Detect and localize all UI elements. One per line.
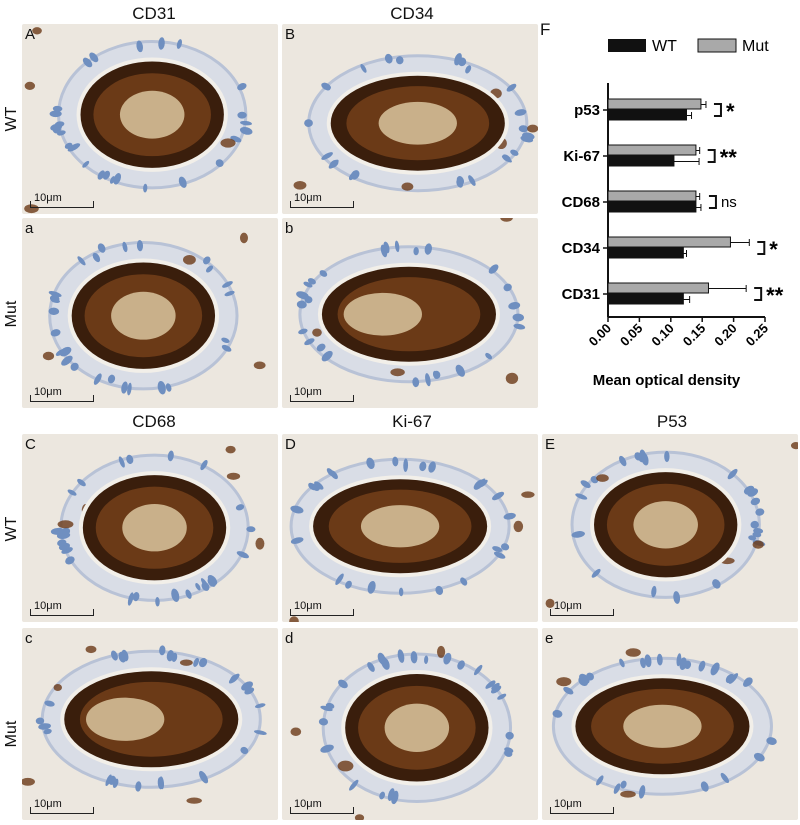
panel-label-c: c xyxy=(25,630,33,647)
row-label-mut: Mut xyxy=(3,300,20,328)
scale-bar xyxy=(30,807,94,814)
panel-label-e: e xyxy=(545,630,554,647)
y-tick-label: p53 xyxy=(574,102,600,119)
scale-bar-label: 10μm xyxy=(294,600,322,612)
significance-marker: * xyxy=(726,99,735,124)
bar-wt xyxy=(607,293,684,305)
scale-bar-label: 10μm xyxy=(554,600,582,612)
micrograph-panel-b: b 10μm xyxy=(282,218,538,408)
x-axis-label: Mean optical density xyxy=(593,372,741,389)
x-tick-label: 0.10 xyxy=(648,321,677,350)
panel-label-B: B xyxy=(285,26,296,43)
row-label-mut: Mut xyxy=(3,720,20,748)
scale-bar-label: 10μm xyxy=(294,192,322,204)
bar-wt xyxy=(607,201,697,213)
panel-label-A: A xyxy=(25,26,36,43)
significance-bracket xyxy=(708,195,717,209)
panel-label-f: F xyxy=(540,20,551,39)
x-tick-label: 0.05 xyxy=(617,321,646,350)
legend-swatch-wt xyxy=(608,39,646,52)
scale-bar-label: 10μm xyxy=(294,386,322,398)
column-title-cd31: CD31 xyxy=(132,4,176,23)
row-label-wt: WT xyxy=(3,106,20,132)
bar-wt xyxy=(607,155,675,167)
scale-bar-label: 10μm xyxy=(294,798,322,810)
micrograph-panel-c: c 10μm xyxy=(22,628,278,820)
y-tick-label: CD31 xyxy=(562,286,600,303)
micrograph-panel-d: d 10μm xyxy=(282,628,538,820)
scale-bar xyxy=(30,201,94,208)
legend-label-wt: WT xyxy=(652,38,677,55)
legend-label-mut: Mut xyxy=(742,38,769,55)
micrograph-panel-C: C 10μm xyxy=(22,434,278,622)
significance-marker: ** xyxy=(766,283,784,308)
bar-wt xyxy=(607,247,684,259)
scale-bar xyxy=(290,395,354,402)
panel-label-d: d xyxy=(285,630,294,647)
legend-swatch-mut xyxy=(697,38,737,53)
scale-bar xyxy=(30,609,94,616)
scale-bar xyxy=(290,201,354,208)
scale-bar-label: 10μm xyxy=(554,798,582,810)
scale-bar xyxy=(550,807,614,814)
scale-bar xyxy=(550,609,614,616)
column-title-cd68: CD68 xyxy=(132,412,176,431)
significance-marker: ns xyxy=(721,194,737,211)
x-tick-label: 0.00 xyxy=(586,321,615,350)
column-title-cd34: CD34 xyxy=(390,4,434,23)
scale-bar-label: 10μm xyxy=(34,798,62,810)
x-tick-label: 0.20 xyxy=(711,321,740,350)
scale-bar-label: 10μm xyxy=(34,600,62,612)
row-label-wt: WT xyxy=(3,516,20,542)
bar-mut xyxy=(607,98,702,110)
bar-mut xyxy=(607,190,697,202)
bar-mut xyxy=(607,282,709,294)
micrograph-panel-B: B 10μm xyxy=(282,24,538,214)
significance-bracket xyxy=(757,241,766,255)
panel-label-C: C xyxy=(25,436,36,453)
significance-bracket xyxy=(754,287,763,301)
significance-bracket xyxy=(713,103,722,117)
scale-bar-label: 10μm xyxy=(34,192,62,204)
column-title-p53: P53 xyxy=(656,412,688,431)
scale-bar-label: 10μm xyxy=(34,386,62,398)
significance-marker: * xyxy=(769,237,778,262)
bar-mut xyxy=(607,144,697,156)
y-tick-label: CD68 xyxy=(562,194,600,211)
significance-marker: ** xyxy=(720,145,738,170)
bar-mut xyxy=(607,236,731,248)
micrograph-panel-e: e 10μm xyxy=(542,628,798,820)
panel-label-D: D xyxy=(285,436,296,453)
bar-wt xyxy=(607,109,687,121)
bar-chart: WT Mut 0.00 0.05 0.10 0.15 0.20 0.25 Mean optica… xyxy=(562,38,784,389)
x-tick-label: 0.15 xyxy=(680,321,709,350)
micrograph-panel-a: a 10μm xyxy=(22,218,278,408)
scale-bar xyxy=(290,807,354,814)
y-tick-label: Ki-67 xyxy=(563,148,600,165)
panel-label-b: b xyxy=(285,220,294,237)
panel-label-E: E xyxy=(545,436,556,453)
y-tick-label: CD34 xyxy=(562,240,601,257)
x-tick-label: 0.25 xyxy=(743,321,772,350)
significance-bracket xyxy=(707,149,716,163)
micrograph-panel-E: E 10μm xyxy=(542,434,798,622)
panel-label-a: a xyxy=(25,220,34,237)
micrograph-panel-A: A 10μm xyxy=(22,24,278,214)
micrograph-panel-D: D 10μm xyxy=(282,434,538,622)
scale-bar xyxy=(290,609,354,616)
scale-bar xyxy=(30,395,94,402)
column-title-ki67: Ki-67 xyxy=(392,412,432,431)
